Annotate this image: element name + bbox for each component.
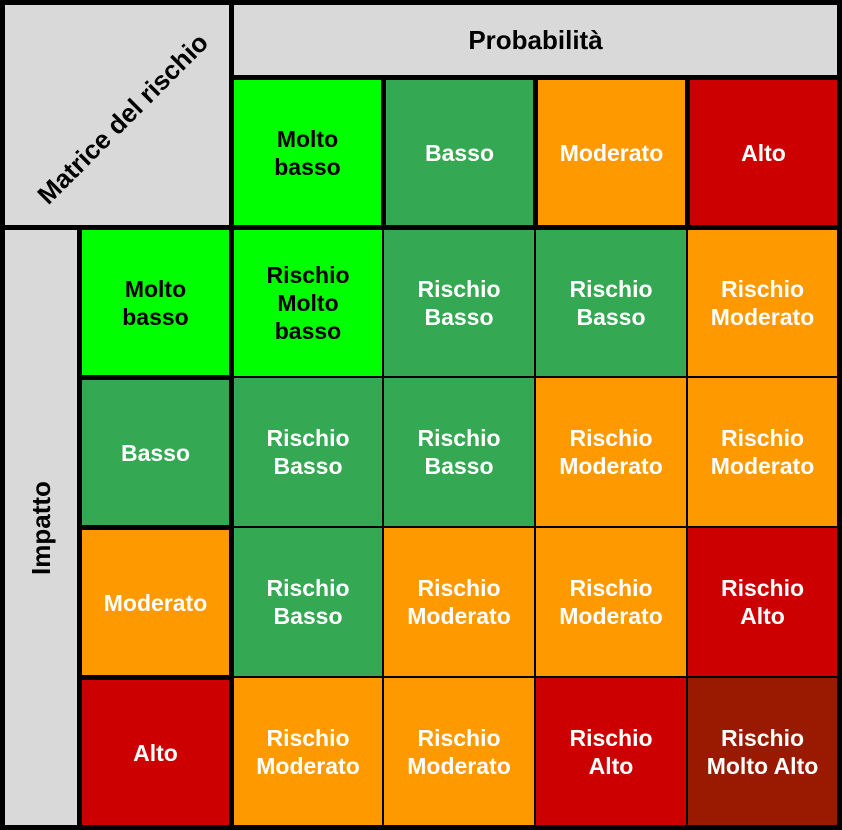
risk-cell-r2-c2: Rischio Basso [384,378,534,526]
probability-level-molto-basso: Molto basso [234,80,381,225]
risk-cell-r3-c4: Rischio Alto [688,528,837,676]
impact-level-molto-basso: Molto basso [82,230,229,375]
risk-cell-r1-c4: Rischio Moderato [688,230,837,376]
risk-cell-r3-c2: Rischio Moderato [384,528,534,676]
risk-cell-r2-c1: Rischio Basso [234,378,382,526]
probability-level-alto: Alto [690,80,837,225]
impact-header-cell: Impatto [5,230,77,825]
risk-cell-r2-c3: Rischio Moderato [536,378,686,526]
matrix-title-cell: Matrice del rischio [5,5,229,225]
impact-header: Impatto [26,480,57,575]
risk-cell-r3-c1: Rischio Basso [234,528,382,676]
risk-cell-r4-c3: Rischio Alto [536,678,686,825]
risk-cell-r4-c2: Rischio Moderato [384,678,534,825]
impact-level-alto: Alto [82,680,229,825]
risk-cell-r1-c3: Rischio Basso [536,230,686,376]
risk-cell-r2-c4: Rischio Moderato [688,378,837,526]
impact-level-basso: Basso [82,380,229,525]
probability-header: Probabilità [234,5,837,75]
risk-cell-r4-c1: Rischio Moderato [234,678,382,825]
risk-cell-r1-c2: Rischio Basso [384,230,534,376]
impact-level-moderato: Moderato [82,530,229,675]
risk-cell-r1-c1: Rischio Molto basso [234,230,382,376]
probability-level-basso: Basso [386,80,533,225]
risk-cell-r4-c4: Rischio Molto Alto [688,678,837,825]
matrix-title: Matrice del rischio [31,27,214,210]
risk-cell-r3-c3: Rischio Moderato [536,528,686,676]
probability-level-moderato: Moderato [538,80,685,225]
